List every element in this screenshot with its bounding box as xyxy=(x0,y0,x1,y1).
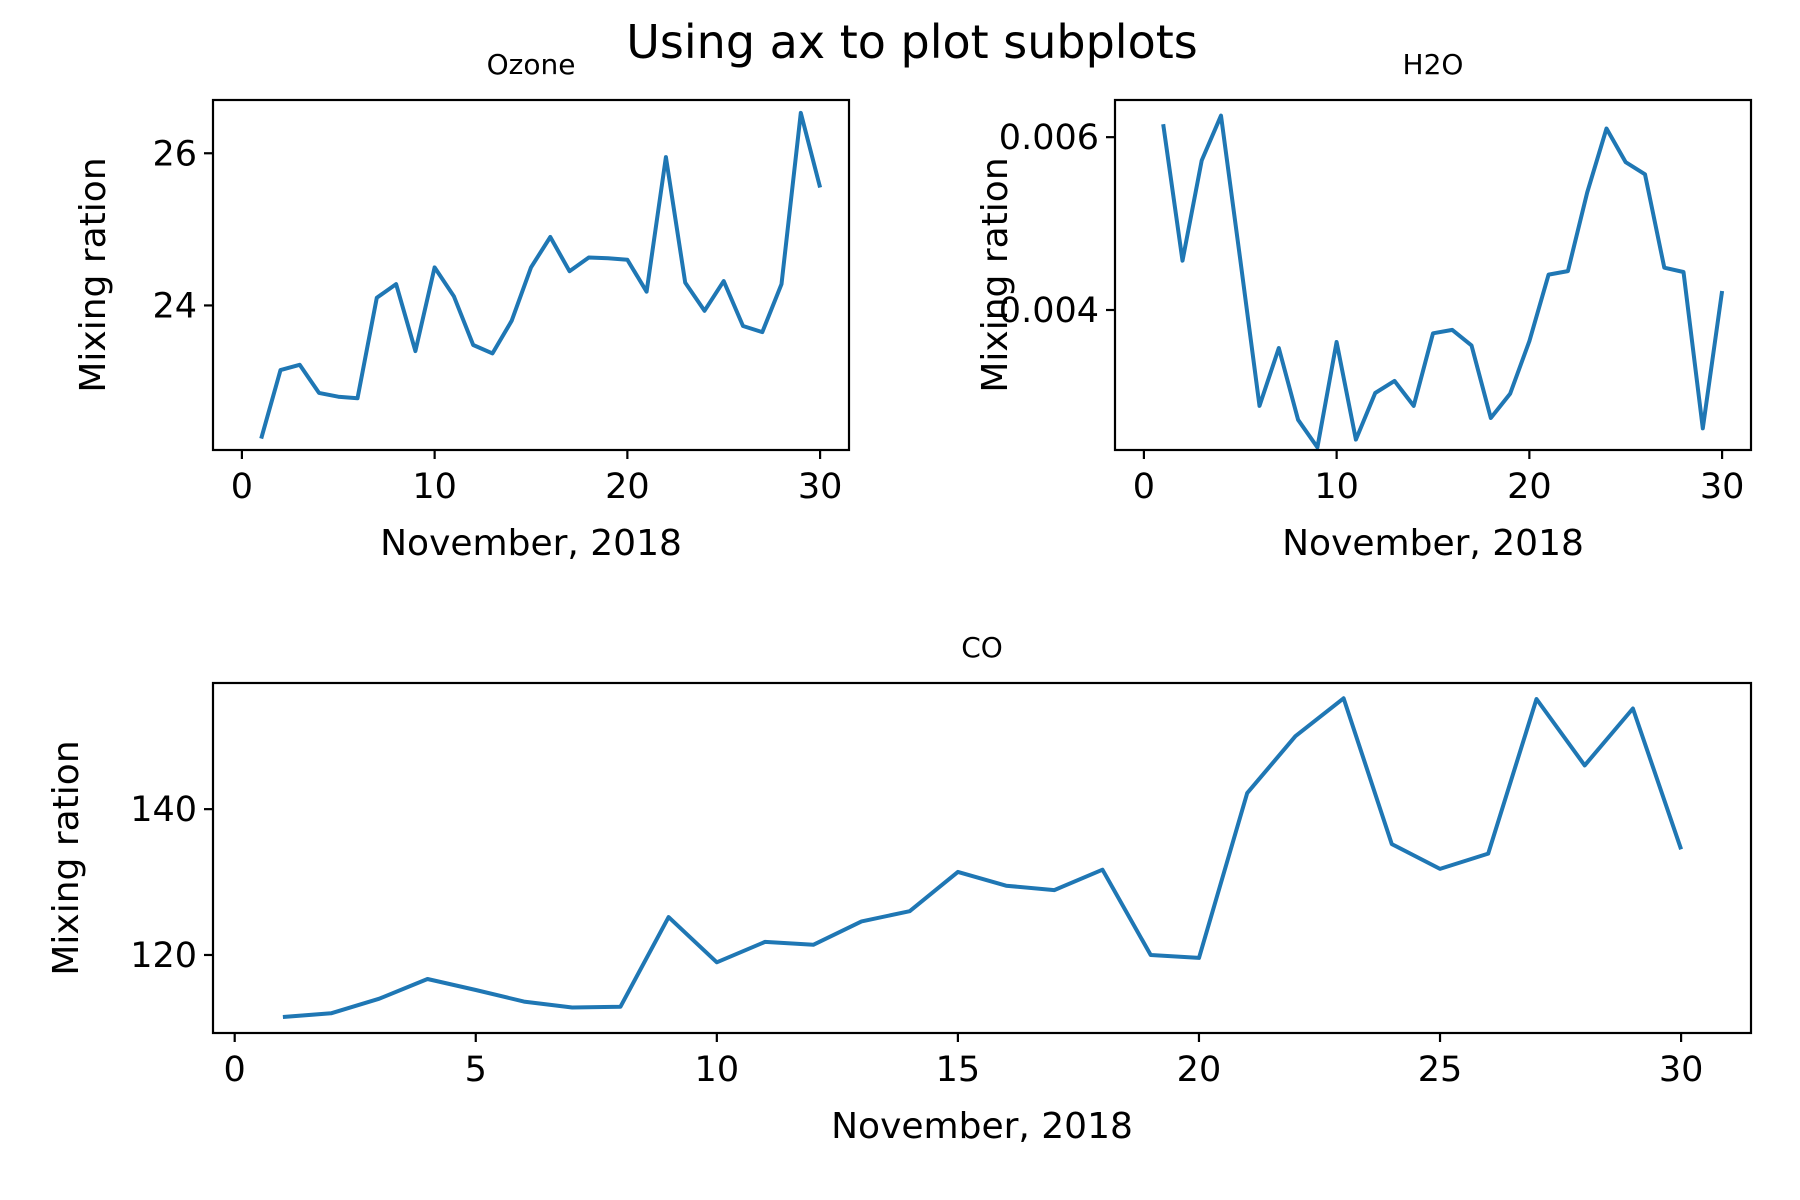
h2o-subplot: 0 10 20 30 0.004 0.006 H2O November, 2018 Mixing… xyxy=(975,48,1753,564)
series-line xyxy=(282,696,1683,1019)
y-tick-label: 0.006 xyxy=(999,118,1099,158)
x-axis-label: November, 2018 xyxy=(831,1106,1133,1147)
subplot-title: CO xyxy=(961,631,1003,664)
series-line xyxy=(1161,113,1725,450)
x-axis-label: November, 2018 xyxy=(1282,523,1584,564)
co-subplot: 0 5 10 15 20 25 30 120 140 CO November, 2018 Mixing… xyxy=(46,631,1753,1147)
axes-frame xyxy=(1113,98,1753,452)
series-line xyxy=(259,110,823,440)
x-tick-label: 20 xyxy=(1177,1050,1222,1090)
x-tick-label: 30 xyxy=(1659,1050,1704,1090)
axes-frame xyxy=(211,681,1753,1035)
y-tick-label: 26 xyxy=(152,134,197,174)
y-axis-label: Mixing ration xyxy=(975,157,1016,392)
x-tick-label: 5 xyxy=(465,1050,487,1090)
x-tick-label: 30 xyxy=(798,467,843,507)
x-tick-label: 25 xyxy=(1418,1050,1463,1090)
x-tick-label: 0 xyxy=(231,467,253,507)
x-tick-label: 30 xyxy=(1700,467,1745,507)
x-tick-label: 10 xyxy=(1314,467,1359,507)
ozone-subplot: 0 10 20 30 24 26 Ozone November, 2018 Mixing rat… xyxy=(73,48,851,564)
x-tick-label: 10 xyxy=(695,1050,740,1090)
x-tick-label: 10 xyxy=(412,467,457,507)
axes-frame xyxy=(211,98,851,452)
y-axis-label: Mixing ration xyxy=(46,740,87,975)
x-tick-label: 15 xyxy=(936,1050,981,1090)
x-tick-label: 20 xyxy=(605,467,650,507)
subplot-title: H2O xyxy=(1403,48,1464,81)
x-tick-label: 0 xyxy=(224,1050,246,1090)
y-tick-label: 0.004 xyxy=(999,291,1099,331)
y-tick-label: 24 xyxy=(152,286,197,326)
subplot-title: Ozone xyxy=(487,48,576,81)
x-tick-label: 20 xyxy=(1507,467,1552,507)
y-tick-label: 140 xyxy=(130,790,197,830)
y-tick-label: 120 xyxy=(130,936,197,976)
figure-suptitle: Using ax to plot subplots xyxy=(626,15,1197,69)
x-tick-label: 0 xyxy=(1133,467,1155,507)
y-axis-label: Mixing ration xyxy=(73,157,114,392)
x-axis-label: November, 2018 xyxy=(380,523,682,564)
